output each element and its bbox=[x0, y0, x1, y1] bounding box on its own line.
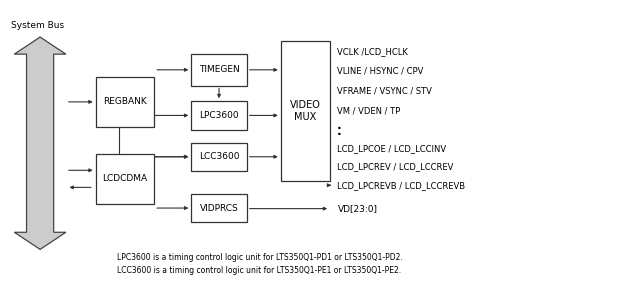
Bar bbox=[191, 142, 247, 171]
Text: .: . bbox=[336, 125, 341, 139]
Polygon shape bbox=[14, 37, 66, 249]
Bar bbox=[191, 54, 247, 86]
Bar bbox=[96, 77, 154, 127]
Text: TIMEGEN: TIMEGEN bbox=[199, 65, 239, 74]
Text: LCC3600 is a timing control logic unit for LTS350Q1-PE1 or LTS350Q1-PE2.: LCC3600 is a timing control logic unit f… bbox=[117, 266, 401, 275]
Bar bbox=[191, 101, 247, 130]
Text: System Bus: System Bus bbox=[11, 21, 64, 30]
Bar bbox=[191, 194, 247, 222]
Text: LPC3600 is a timing control logic unit for LTS350Q1-PD1 or LTS350Q1-PD2.: LPC3600 is a timing control logic unit f… bbox=[117, 253, 403, 262]
Text: LCD_LPCREVB / LCD_LCCREVB: LCD_LPCREVB / LCD_LCCREVB bbox=[337, 181, 466, 190]
Text: LCD_LPCOE / LCD_LCCINV: LCD_LPCOE / LCD_LCCINV bbox=[337, 144, 447, 153]
Text: VFRAME / VSYNC / STV: VFRAME / VSYNC / STV bbox=[337, 87, 433, 96]
Text: LCD_LPCREV / LCD_LCCREV: LCD_LPCREV / LCD_LCCREV bbox=[337, 162, 454, 171]
Text: VIDEO
MUX: VIDEO MUX bbox=[290, 100, 321, 122]
Bar bbox=[96, 154, 154, 204]
Text: LPC3600: LPC3600 bbox=[199, 111, 239, 120]
Text: LCC3600: LCC3600 bbox=[199, 152, 239, 161]
Text: REGBANK: REGBANK bbox=[103, 97, 147, 106]
Text: VM / VDEN / TP: VM / VDEN / TP bbox=[337, 107, 401, 116]
Bar bbox=[281, 41, 330, 181]
Text: VCLK /LCD_HCLK: VCLK /LCD_HCLK bbox=[337, 47, 408, 56]
Text: VLINE / HSYNC / CPV: VLINE / HSYNC / CPV bbox=[337, 67, 424, 76]
Text: VIDPRCS: VIDPRCS bbox=[200, 203, 238, 213]
Text: LCDCDMA: LCDCDMA bbox=[102, 174, 147, 183]
Text: .: . bbox=[336, 119, 341, 133]
Text: VD[23:0]: VD[23:0] bbox=[337, 204, 378, 213]
